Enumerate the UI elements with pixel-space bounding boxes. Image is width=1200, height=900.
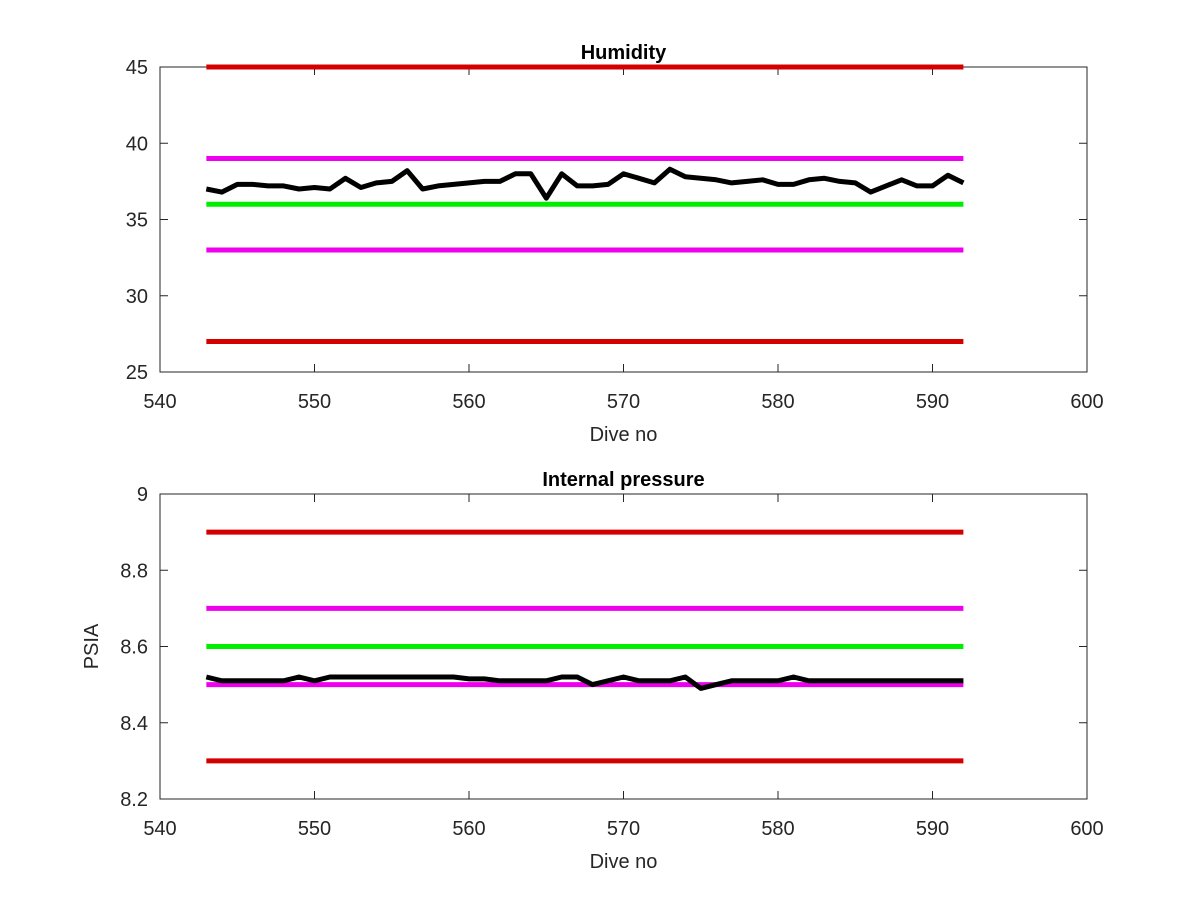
x-axis-label: Dive no [590, 424, 658, 446]
x-tick-label: 590 [916, 818, 949, 840]
y-tick-label: 8.2 [120, 789, 148, 811]
x-axis-label: Dive no [590, 851, 658, 873]
data-series-line [205, 674, 964, 691]
y-tick-label: 45 [126, 57, 148, 79]
data-series-line [205, 166, 965, 201]
y-tick-label: 25 [126, 362, 148, 384]
y-tick-label: 8.6 [120, 637, 148, 659]
x-tick-label: 570 [607, 391, 640, 413]
x-tick-label: 590 [916, 391, 949, 413]
y-tick-label: 8.8 [120, 560, 148, 582]
internal-pressure-chart: 540 550 560 570 580 590 600 8.2 8.4 8.6 8.8 9 Intern… [81, 469, 1104, 873]
x-tick-label: 580 [761, 818, 794, 840]
y-axis-label: PSIA [81, 623, 103, 669]
y-tick-label: 9 [137, 484, 148, 506]
chart-title: Internal pressure [542, 469, 704, 491]
x-tick-label: 600 [1070, 391, 1103, 413]
x-tick-label: 550 [298, 391, 331, 413]
y-tick-label: 35 [126, 210, 148, 232]
x-tick-label: 540 [143, 391, 176, 413]
y-tick-label: 40 [126, 133, 148, 155]
x-tick-label: 600 [1070, 818, 1103, 840]
humidity-chart: 540 550 560 570 580 590 600 25 30 35 40 45 Humidity D… [126, 42, 1104, 446]
x-tick-label: 550 [298, 818, 331, 840]
x-tick-label: 540 [143, 818, 176, 840]
chart-title: Humidity [581, 42, 667, 64]
axes-box [159, 66, 1088, 373]
y-tick-label: 8.4 [120, 713, 148, 735]
x-tick-label: 570 [607, 818, 640, 840]
y-tick-label: 30 [126, 286, 148, 308]
x-tick-label: 560 [452, 391, 485, 413]
x-tick-label: 560 [452, 818, 485, 840]
x-tick-label: 580 [761, 391, 794, 413]
